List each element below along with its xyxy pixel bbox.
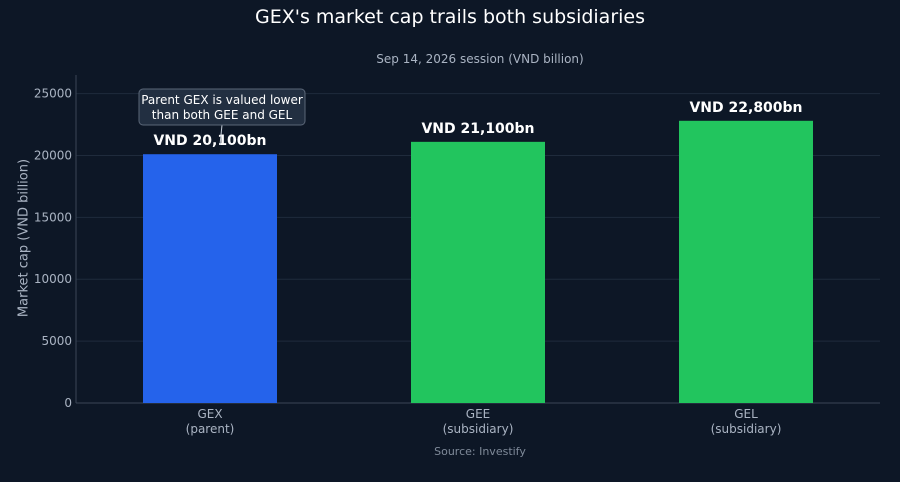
y-tick-label: 5000 [41,334,72,348]
y-tick-label: 20000 [34,148,72,162]
data-label: VND 21,100bn [421,121,534,137]
annotation-text: Parent GEX is valued lower [141,93,303,107]
chart-source: Source: Investify [434,445,526,458]
annotation-text: than both GEE and GEL [152,108,293,122]
x-tick-label: GEE [466,407,490,421]
x-tick-sublabel: (subsidiary) [711,422,782,436]
annotation-box [138,88,306,126]
x-tick-label: GEX [197,407,222,421]
data-label: VND 20,100bn [153,133,266,149]
bar-gex [143,154,277,403]
x-tick-label: GEL [734,407,758,421]
y-tick-label: 10000 [34,272,72,286]
chart-title: GEX's market cap trails both subsidiarie… [254,6,646,28]
x-tick-sublabel: (subsidiary) [443,422,514,436]
y-tick-label: 25000 [34,87,72,101]
bar-gee [411,141,545,403]
chart-subtitle: Sep 14, 2026 session (VND billion) [376,52,584,66]
y-tick-label: 0 [64,396,72,410]
bar-gel [679,120,813,403]
annotation-arrow [219,124,223,146]
x-tick-sublabel: (parent) [186,422,235,436]
y-tick-label: 15000 [34,210,72,224]
data-label: VND 22,800bn [689,100,802,116]
